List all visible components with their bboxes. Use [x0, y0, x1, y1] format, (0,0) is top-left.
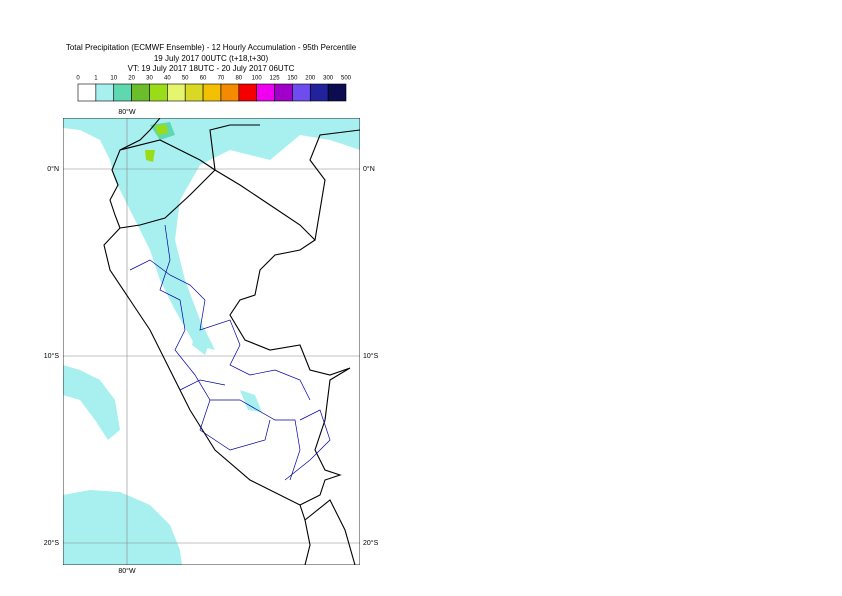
legend-box [131, 83, 150, 102]
legend-box [292, 83, 311, 102]
lat-label: 20°S [44, 539, 60, 547]
heavy-precip [145, 122, 175, 162]
legend-box [220, 83, 240, 102]
lon-label: 80°W [118, 108, 136, 116]
legend-box [327, 83, 347, 102]
title-line: VT: 19 July 2017 18UTC - 20 July 2017 06… [128, 64, 295, 73]
legend-box [256, 83, 275, 102]
legend-box [274, 83, 293, 102]
legend-box [113, 83, 132, 102]
legend-label: 60 [200, 76, 207, 82]
legend-box [149, 83, 168, 102]
legend-label: 10 [110, 76, 117, 82]
legend-box [77, 83, 97, 102]
map [63, 118, 360, 565]
title-line: Total Precipitation (ECMWF Ensemble) - 1… [66, 43, 357, 52]
legend-label: 0 [76, 76, 80, 82]
legend-box [309, 83, 329, 102]
legend-label: 125 [270, 76, 281, 82]
borders [103, 118, 360, 565]
legend-label: 80 [235, 76, 242, 82]
lat-label: 20°S [363, 539, 379, 547]
lat-label: 0°N [363, 165, 375, 173]
legend-box [238, 83, 257, 102]
legend-label: 300 [323, 76, 334, 82]
legend-box [95, 83, 115, 102]
legend-box [167, 83, 186, 102]
lon-label: 80°W [118, 567, 136, 575]
legend-label: 500 [341, 76, 352, 82]
legend-label: 30 [146, 76, 153, 82]
lat-label: 10°S [44, 352, 60, 360]
legend-box [184, 83, 204, 102]
precipitation-area [63, 118, 360, 565]
legend-label: 100 [252, 76, 263, 82]
legend: 0 1 10 20 30 40 50 60 70 80 100 125 150 200 300 500 [76, 76, 352, 102]
legend-box [202, 83, 222, 102]
legend-label: 40 [164, 76, 171, 82]
legend-label: 150 [287, 76, 298, 82]
legend-label: 1 [94, 76, 98, 82]
legend-label: 50 [182, 76, 189, 82]
legend-label: 200 [305, 76, 316, 82]
lat-label: 10°S [363, 352, 379, 360]
title-line: 19 July 2017 00UTC (t+18,t+30) [154, 54, 269, 63]
lat-label: 0°N [47, 165, 59, 173]
legend-label: 20 [128, 76, 135, 82]
regions [129, 224, 331, 481]
legend-label: 70 [218, 76, 225, 82]
